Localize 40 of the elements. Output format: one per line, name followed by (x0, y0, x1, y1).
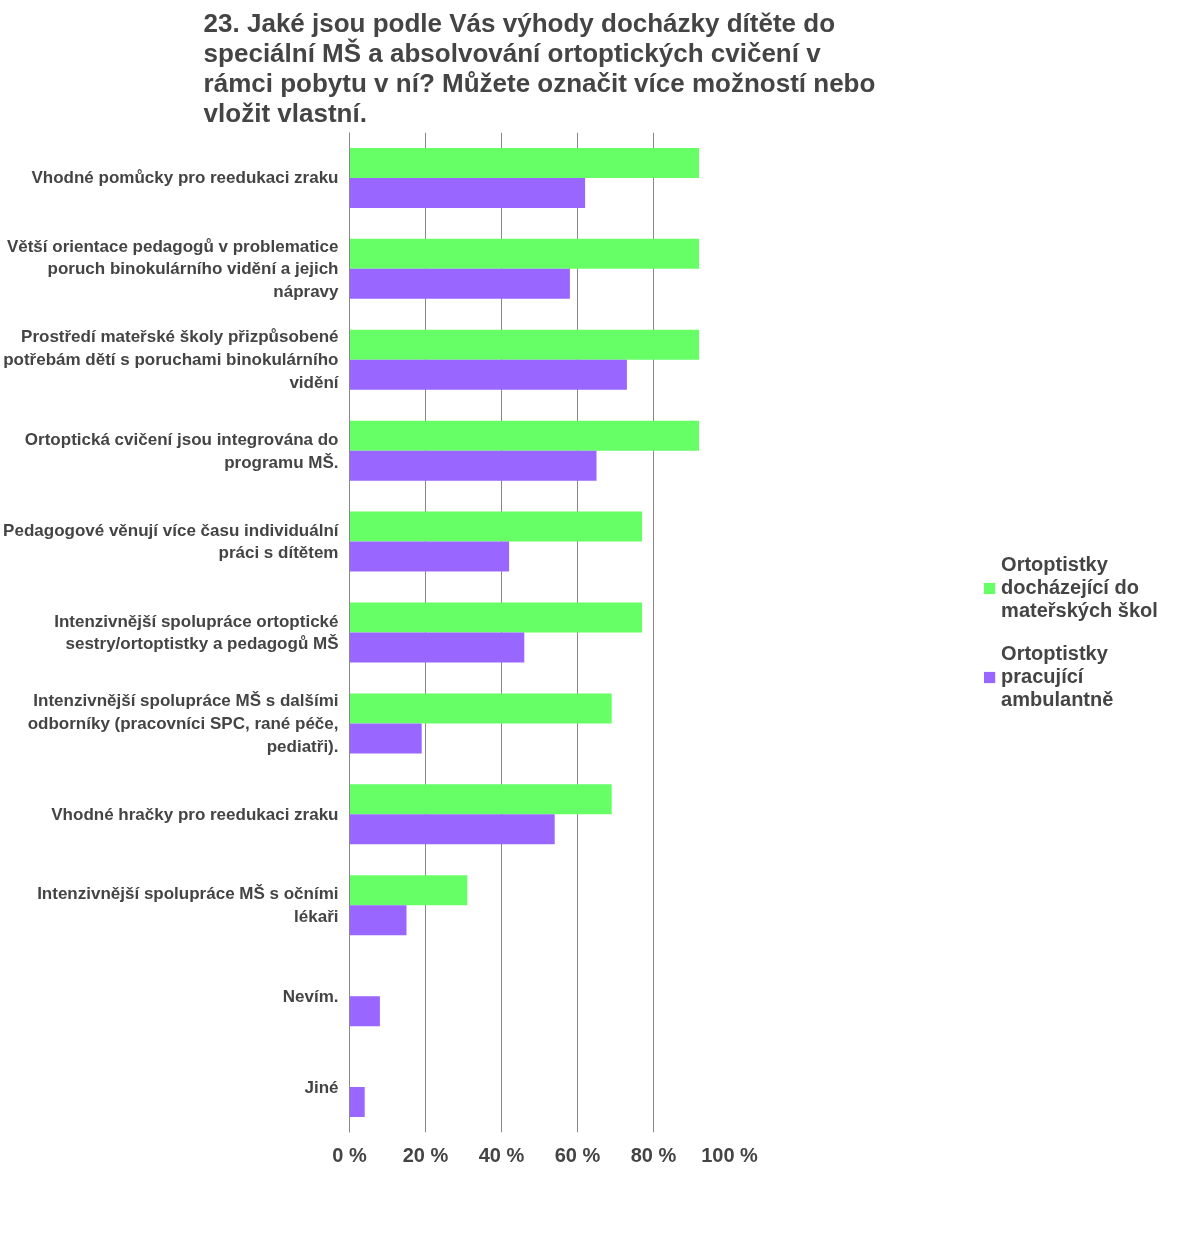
bar (349, 450, 597, 481)
x-tick-label: 80 % (630, 1143, 677, 1166)
y-tick-label: Intenzivnější spolupráce MŠ s dalšími odborníky (pracovníci SPC, rané péče, pediatři). (27, 691, 339, 756)
y-tick-label: Vhodné pomůcky pro reedukaci zraku (31, 168, 339, 188)
bar (349, 875, 468, 906)
bar (349, 996, 380, 1027)
bar (349, 359, 627, 390)
bar (349, 238, 700, 269)
bar (349, 329, 700, 360)
bar (349, 602, 643, 633)
legend-label: Ortoptistky docházející do mateřských škol (1001, 553, 1158, 622)
bar (349, 693, 612, 724)
y-tick-label: Nevím. (282, 986, 339, 1006)
x-tick-label: 20 % (402, 1143, 449, 1166)
bar (349, 905, 407, 936)
y-tick-label: Intenzivnější spolupráce MŠ s očními lékaři (37, 884, 339, 927)
y-tick-label: Prostředí mateřské školy přizpůsobené potřebám dětí s poruchami binokulárního vidění (3, 327, 340, 393)
bar (349, 147, 700, 178)
x-tick-label: 40 % (478, 1143, 525, 1166)
y-tick-label: Ortoptická cvičení jsou integrována do programu MŠ. (24, 429, 339, 472)
bar (349, 177, 586, 208)
y-tick-label: Vhodné hračky pro reedukaci zraku (51, 804, 339, 824)
bar (349, 268, 570, 299)
y-tick-label: Jiné (304, 1077, 339, 1097)
chart-title: 23. Jaké jsou podle Vás výhody docházky dítěte do speciální MŠ a absolvování ortoptických cvičení v rámci pobytu v ní? Můžete označit více možností nebo vložit vlastní. (203, 7, 876, 128)
x-tick-label: 100 % (701, 1143, 759, 1166)
y-tick-label: Pedagogové věnují více času individuální práci s dítětem (3, 520, 340, 563)
y-tick-label: Větší orientace pedagogů v problematice poruch binokulárního vidění a jejich nápravy (6, 236, 340, 302)
legend-label: Ortoptistky pracující ambulantně (1001, 642, 1114, 711)
bar (349, 1087, 365, 1118)
bar (349, 541, 510, 572)
bar (349, 420, 700, 451)
bar (349, 632, 525, 663)
bar (349, 814, 555, 845)
y-tick-label: Intenzivnější spolupráce ortoptické sestry/ortoptistky a pedagogů MŠ (54, 611, 339, 654)
bar (349, 511, 643, 542)
bar (349, 784, 612, 815)
bar (349, 723, 422, 754)
x-tick-label: 0 % (332, 1143, 367, 1166)
x-tick-label: 60 % (554, 1143, 601, 1166)
